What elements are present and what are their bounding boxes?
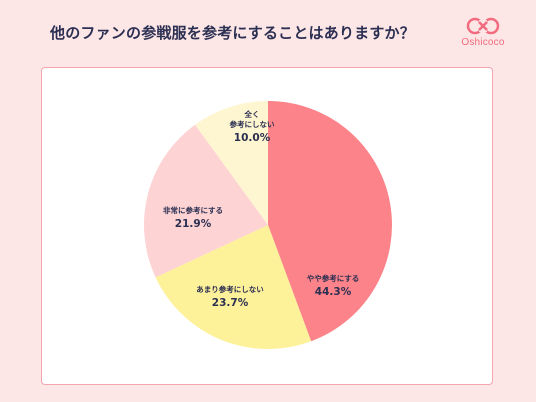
slice-label: 参考にしない [230,119,275,129]
logo-icon [466,17,500,35]
page-title: 他のファンの参戦服を参考にすることはありますか？ [50,24,415,42]
chart-card: やや参考にする 44.3% あまり参考にしない 23.7% 非常に参考にする 21.9% 全… [41,67,493,385]
slice-label: やや参考にする [307,273,360,283]
pie-slice-4 [195,101,268,225]
oshicoco-logo: Oshicoco [452,16,514,48]
slice-value-label: 10.0% [234,132,271,144]
slice-label: 全く [244,109,260,119]
logo-text: Oshicoco [461,37,505,48]
pie-slice-1 [268,101,392,342]
pie-slice-3 [144,124,268,278]
slice-value-label: 44.3% [315,286,352,298]
slice-value-label: 23.7% [212,297,249,309]
slice-label-group-2: あまり参考にしない 23.7% [196,284,264,309]
pie-slice-2 [155,225,312,349]
slice-label: あまり参考にしない [196,284,264,294]
slice-value-label: 21.9% [175,218,212,230]
slice-label-group-1: やや参考にする 44.3% [307,273,360,298]
slice-label-group-3: 非常に参考にする 21.9% [163,205,223,230]
slice-label: 非常に参考にする [163,205,223,215]
pie-chart: やや参考にする 44.3% あまり参考にしない 23.7% 非常に参考にする 21.9% 全… [144,101,392,349]
